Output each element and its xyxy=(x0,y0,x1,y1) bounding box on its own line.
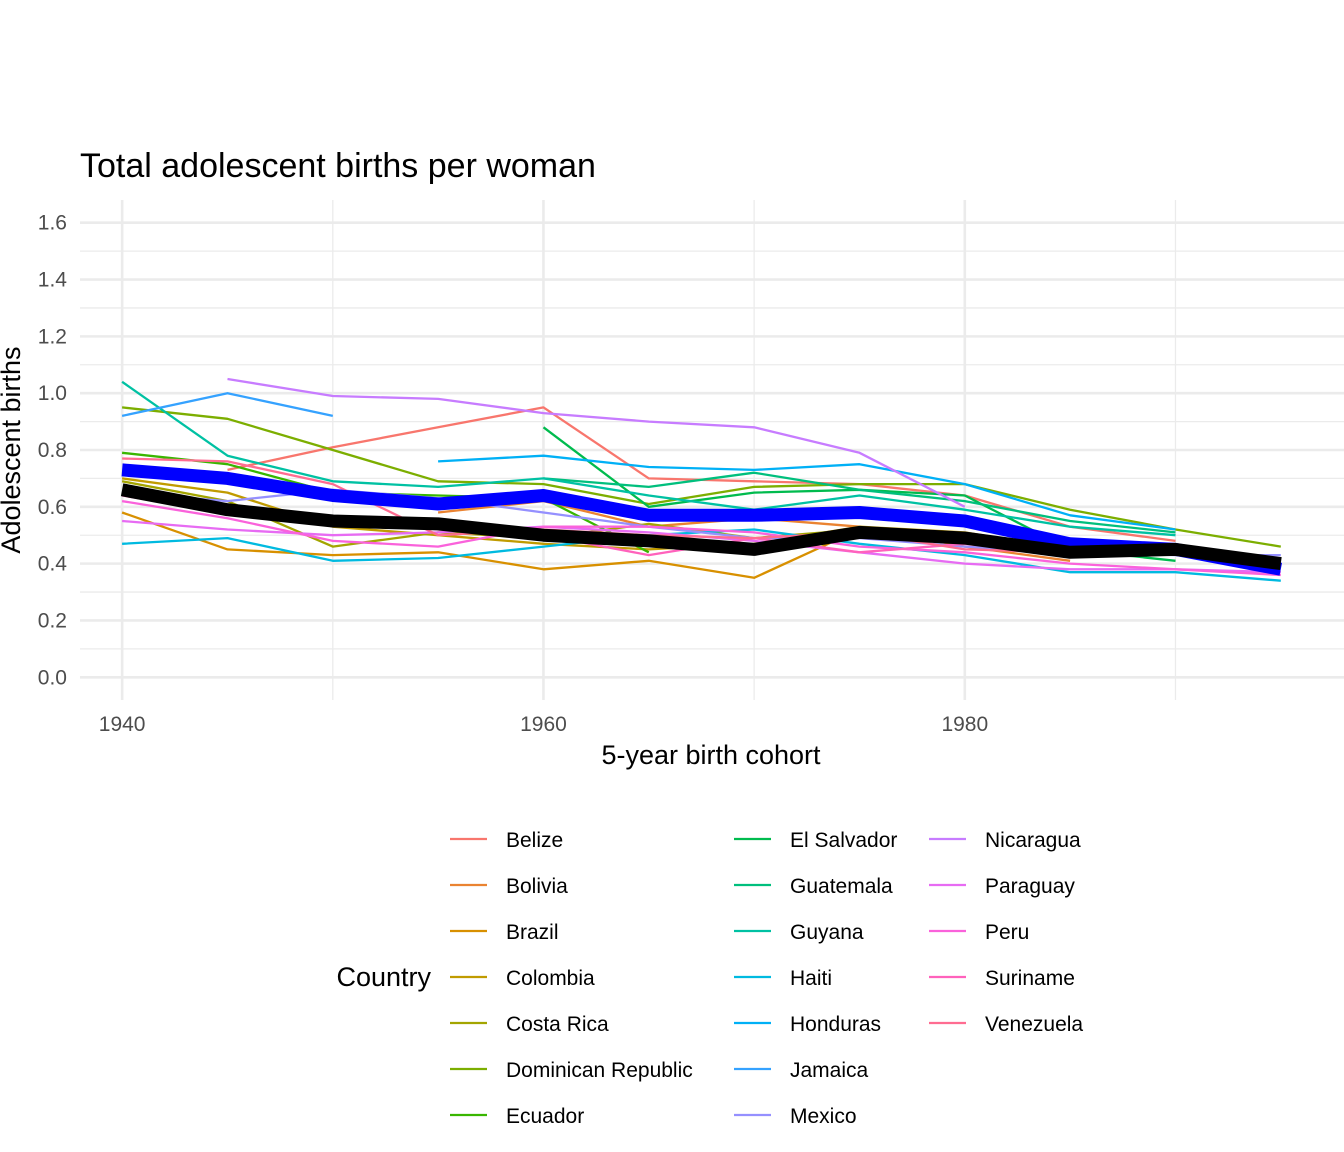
major-gridlines xyxy=(80,200,1344,700)
legend-label-guyana: Guyana xyxy=(790,921,864,944)
series-lines xyxy=(120,377,1283,582)
legend-label-nicaragua: Nicaragua xyxy=(985,829,1081,852)
series-line-blue-summary xyxy=(121,463,1283,576)
series-line-dominican-republic xyxy=(121,406,1281,548)
legend-label-paraguay: Paraguay xyxy=(985,875,1075,898)
y-tick-label: 1.2 xyxy=(38,325,67,348)
series-line-peru xyxy=(121,499,1281,577)
legend-label-honduras: Honduras xyxy=(790,1013,881,1036)
chart-title: Total adolescent births per woman xyxy=(80,147,596,185)
legend-label-colombia: Colombia xyxy=(506,967,595,990)
y-tick-label: 0.2 xyxy=(38,609,67,632)
legend-label-venezuela: Venezuela xyxy=(985,1013,1083,1036)
legend: Country Belize Bolivia Brazil Colombia Costa… xyxy=(336,829,1083,1128)
legend-label-belize: Belize xyxy=(506,829,563,852)
legend-label-peru: Peru xyxy=(985,921,1029,944)
series-line-guyana xyxy=(121,380,1176,537)
legend-label-suriname: Suriname xyxy=(985,967,1075,990)
y-tick-label: 0.0 xyxy=(38,666,67,689)
y-axis-ticks: 0.0 0.2 0.4 0.6 0.8 1.0 1.2 1.4 1.6 xyxy=(38,212,68,690)
legend-label-brazil: Brazil xyxy=(506,921,559,944)
minor-gridlines xyxy=(80,200,1344,700)
series-line-honduras xyxy=(438,454,1176,531)
x-axis-ticks: 1940 1960 1980 xyxy=(99,713,988,736)
legend-label-costa-rica: Costa Rica xyxy=(506,1013,609,1036)
legend-label-el-salvador: El Salvador xyxy=(790,829,897,852)
series-line-jamaica xyxy=(121,392,334,418)
series-line-black-summary xyxy=(120,483,1282,571)
legend-label-guatemala: Guatemala xyxy=(790,875,893,898)
x-tick-label: 1960 xyxy=(520,713,567,736)
x-axis-title: 5-year birth cohort xyxy=(601,740,821,770)
x-tick-label: 1940 xyxy=(99,713,146,736)
legend-label-dominican-republic: Dominican Republic xyxy=(506,1059,693,1082)
legend-label-mexico: Mexico xyxy=(790,1105,857,1128)
legend-label-jamaica: Jamaica xyxy=(790,1059,869,1082)
y-tick-label: 1.6 xyxy=(38,212,67,235)
legend-items: Belize Bolivia Brazil Colombia Costa Rica Dom… xyxy=(450,829,1083,1128)
y-tick-label: 0.6 xyxy=(38,496,67,519)
y-tick-label: 0.4 xyxy=(38,553,68,576)
legend-title: Country xyxy=(336,962,431,992)
legend-label-haiti: Haiti xyxy=(790,967,832,990)
legend-label-ecuador: Ecuador xyxy=(506,1105,584,1128)
series-line-guatemala xyxy=(543,471,1176,534)
y-tick-label: 1.4 xyxy=(38,269,68,292)
legend-label-bolivia: Bolivia xyxy=(506,875,568,898)
series-line-nicaragua xyxy=(227,377,966,508)
x-tick-label: 1980 xyxy=(941,713,988,736)
y-tick-label: 0.8 xyxy=(38,439,67,462)
y-axis-title: Adolescent births xyxy=(0,346,26,553)
y-tick-label: 1.0 xyxy=(38,382,67,405)
